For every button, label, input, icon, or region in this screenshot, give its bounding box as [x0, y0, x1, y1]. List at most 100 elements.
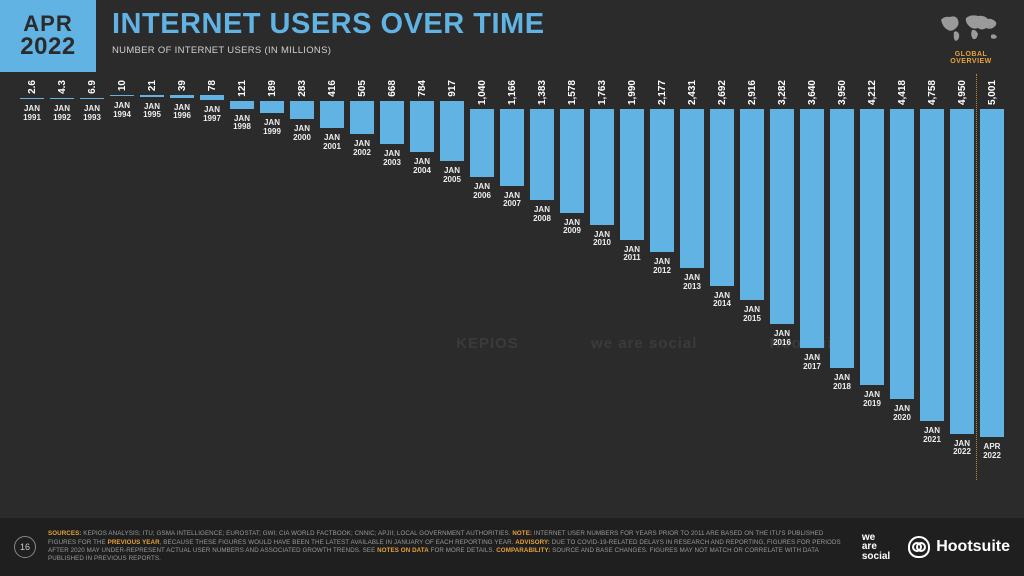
bar — [500, 109, 524, 185]
bar-value: 3,950 — [837, 80, 848, 105]
bar-label: JAN2020 — [893, 405, 911, 425]
logos: we are social Hootsuite — [862, 533, 1010, 562]
bar-label: JAN2019 — [863, 391, 881, 411]
bar-slot: 1,166 JAN2007 — [498, 80, 526, 480]
bar-label: JAN1997 — [203, 106, 221, 126]
bar-value: 2.6 — [27, 80, 38, 94]
bar-label: JAN1991 — [23, 105, 41, 125]
bar-slot: 4,758JAN2021 — [918, 80, 946, 480]
bar — [710, 109, 734, 286]
bar-value: 3,640 — [807, 80, 818, 105]
bar-label: JAN2022 — [953, 440, 971, 460]
footnote-text: SOURCES: KEPIOS ANALYSIS; ITU; GSMA INTE… — [48, 530, 850, 563]
bar-slot: 917 JAN2005 — [438, 80, 466, 480]
bar-label: JAN2000 — [293, 125, 311, 145]
bar — [80, 98, 104, 99]
bar-label: JAN2017 — [803, 354, 821, 374]
bar — [770, 109, 794, 324]
bar-label: JAN1996 — [173, 104, 191, 124]
bar — [830, 109, 854, 368]
bar-slot: 1,040 JAN2006 — [468, 80, 496, 480]
we-are-social-logo: we are social — [862, 533, 890, 562]
sources-text: KEPIOS ANALYSIS; ITU; GSMA INTELLIGENCE;… — [81, 530, 512, 537]
bar-value: 2,177 — [657, 80, 668, 105]
bar — [980, 109, 1004, 437]
bar-value: 78 — [207, 80, 218, 91]
bar-label: JAN2010 — [593, 231, 611, 251]
bar-label: JAN2006 — [473, 183, 491, 203]
bar-slot: 10JAN1994 — [108, 80, 136, 480]
bar-value: 39 — [177, 80, 188, 91]
bar-value: 5,001 — [987, 80, 998, 105]
bar-slot: 668 JAN2003 — [378, 80, 406, 480]
bar-value: 1,166 — [507, 80, 518, 105]
bar — [530, 109, 554, 200]
bar-slot: 1,763 JAN2010 — [588, 80, 616, 480]
bar-slot: 505JAN2002 — [348, 80, 376, 480]
bar-value: 416 — [327, 80, 338, 97]
bar-slot: 784JAN2004 — [408, 80, 436, 480]
owl-icon — [908, 536, 930, 558]
bar-label: JAN2008 — [533, 206, 551, 226]
bar-slot: 1,578 JAN2009 — [558, 80, 586, 480]
bar — [920, 109, 944, 421]
bar-value: 189 — [267, 80, 278, 97]
bar-label: JAN2003 — [383, 150, 401, 170]
bar-slot: 1,990 JAN2011 — [618, 80, 646, 480]
world-map-icon — [936, 10, 1006, 44]
bar-label: JAN2018 — [833, 374, 851, 394]
bar-value: 2,916 — [747, 80, 758, 105]
badge-year: 2022 — [20, 35, 75, 59]
bar-value: 2,431 — [687, 80, 698, 105]
bar-label: JAN2009 — [563, 219, 581, 239]
bar-slot: 3,640 JAN2017 — [798, 80, 826, 480]
bar — [440, 101, 464, 161]
bar-value: 4.3 — [57, 80, 68, 94]
bar — [140, 95, 164, 96]
bar-value: 784 — [417, 80, 428, 97]
bar-value: 4,950 — [957, 80, 968, 105]
bar-slot: 2,177 JAN2012 — [648, 80, 676, 480]
bar-label: JAN2011 — [623, 246, 640, 266]
bar-value: 668 — [387, 80, 398, 97]
bar-slot: 6.9JAN1993 — [78, 80, 106, 480]
bar-slot: 1,383 JAN2008 — [528, 80, 556, 480]
globe-label: GLOBAL OVERVIEW — [936, 51, 1006, 65]
bar-label: JAN2007 — [503, 192, 521, 212]
bar-value: 2,692 — [717, 80, 728, 105]
bar-value: 1,763 — [597, 80, 608, 105]
hootsuite-logo: Hootsuite — [908, 536, 1010, 558]
notes-on-data: NOTES ON DATA — [377, 547, 429, 554]
bar-slot: 283JAN2000 — [288, 80, 316, 480]
bar-value: 1,990 — [627, 80, 638, 105]
bar-value: 4,758 — [927, 80, 938, 105]
advisory-label: ADVISORY: — [515, 539, 550, 546]
bar-value: 3,282 — [777, 80, 788, 105]
bar-slot: 2,916JAN2015 — [738, 80, 766, 480]
bar-slot: 4.3JAN1992 — [48, 80, 76, 480]
note-text2: , BECAUSE THESE FIGURES WOULD HAVE BEEN … — [160, 539, 516, 546]
bar — [320, 101, 344, 128]
bar-label: JAN2012 — [653, 258, 671, 278]
bar-slot: 4,950 JAN2022 — [948, 80, 976, 480]
bar-slot: 416 JAN2001 — [318, 80, 346, 480]
bar — [950, 109, 974, 434]
bar-slot: 4,418JAN2020 — [888, 80, 916, 480]
bar-value: 917 — [447, 80, 458, 97]
bar-label: JAN2005 — [443, 167, 461, 187]
bar-label: JAN2013 — [683, 274, 701, 294]
bar-slot: 189JAN1999 — [258, 80, 286, 480]
bar-slot: 4,212JAN2019 — [858, 80, 886, 480]
bar — [380, 101, 404, 145]
page-subtitle: NUMBER OF INTERNET USERS (IN MILLIONS) — [112, 45, 545, 56]
bar-value: 1,040 — [477, 80, 488, 105]
bar-value: 1,578 — [567, 80, 578, 105]
bar — [350, 101, 374, 134]
bar — [410, 101, 434, 152]
bar-value: 1,383 — [537, 80, 548, 105]
bar-slot: 78 JAN1997 — [198, 80, 226, 480]
prev-year: PREVIOUS YEAR — [108, 539, 160, 546]
bar-label: JAN1998 — [233, 115, 251, 135]
bar-label: JAN2001 — [323, 134, 341, 154]
bar — [260, 101, 284, 113]
